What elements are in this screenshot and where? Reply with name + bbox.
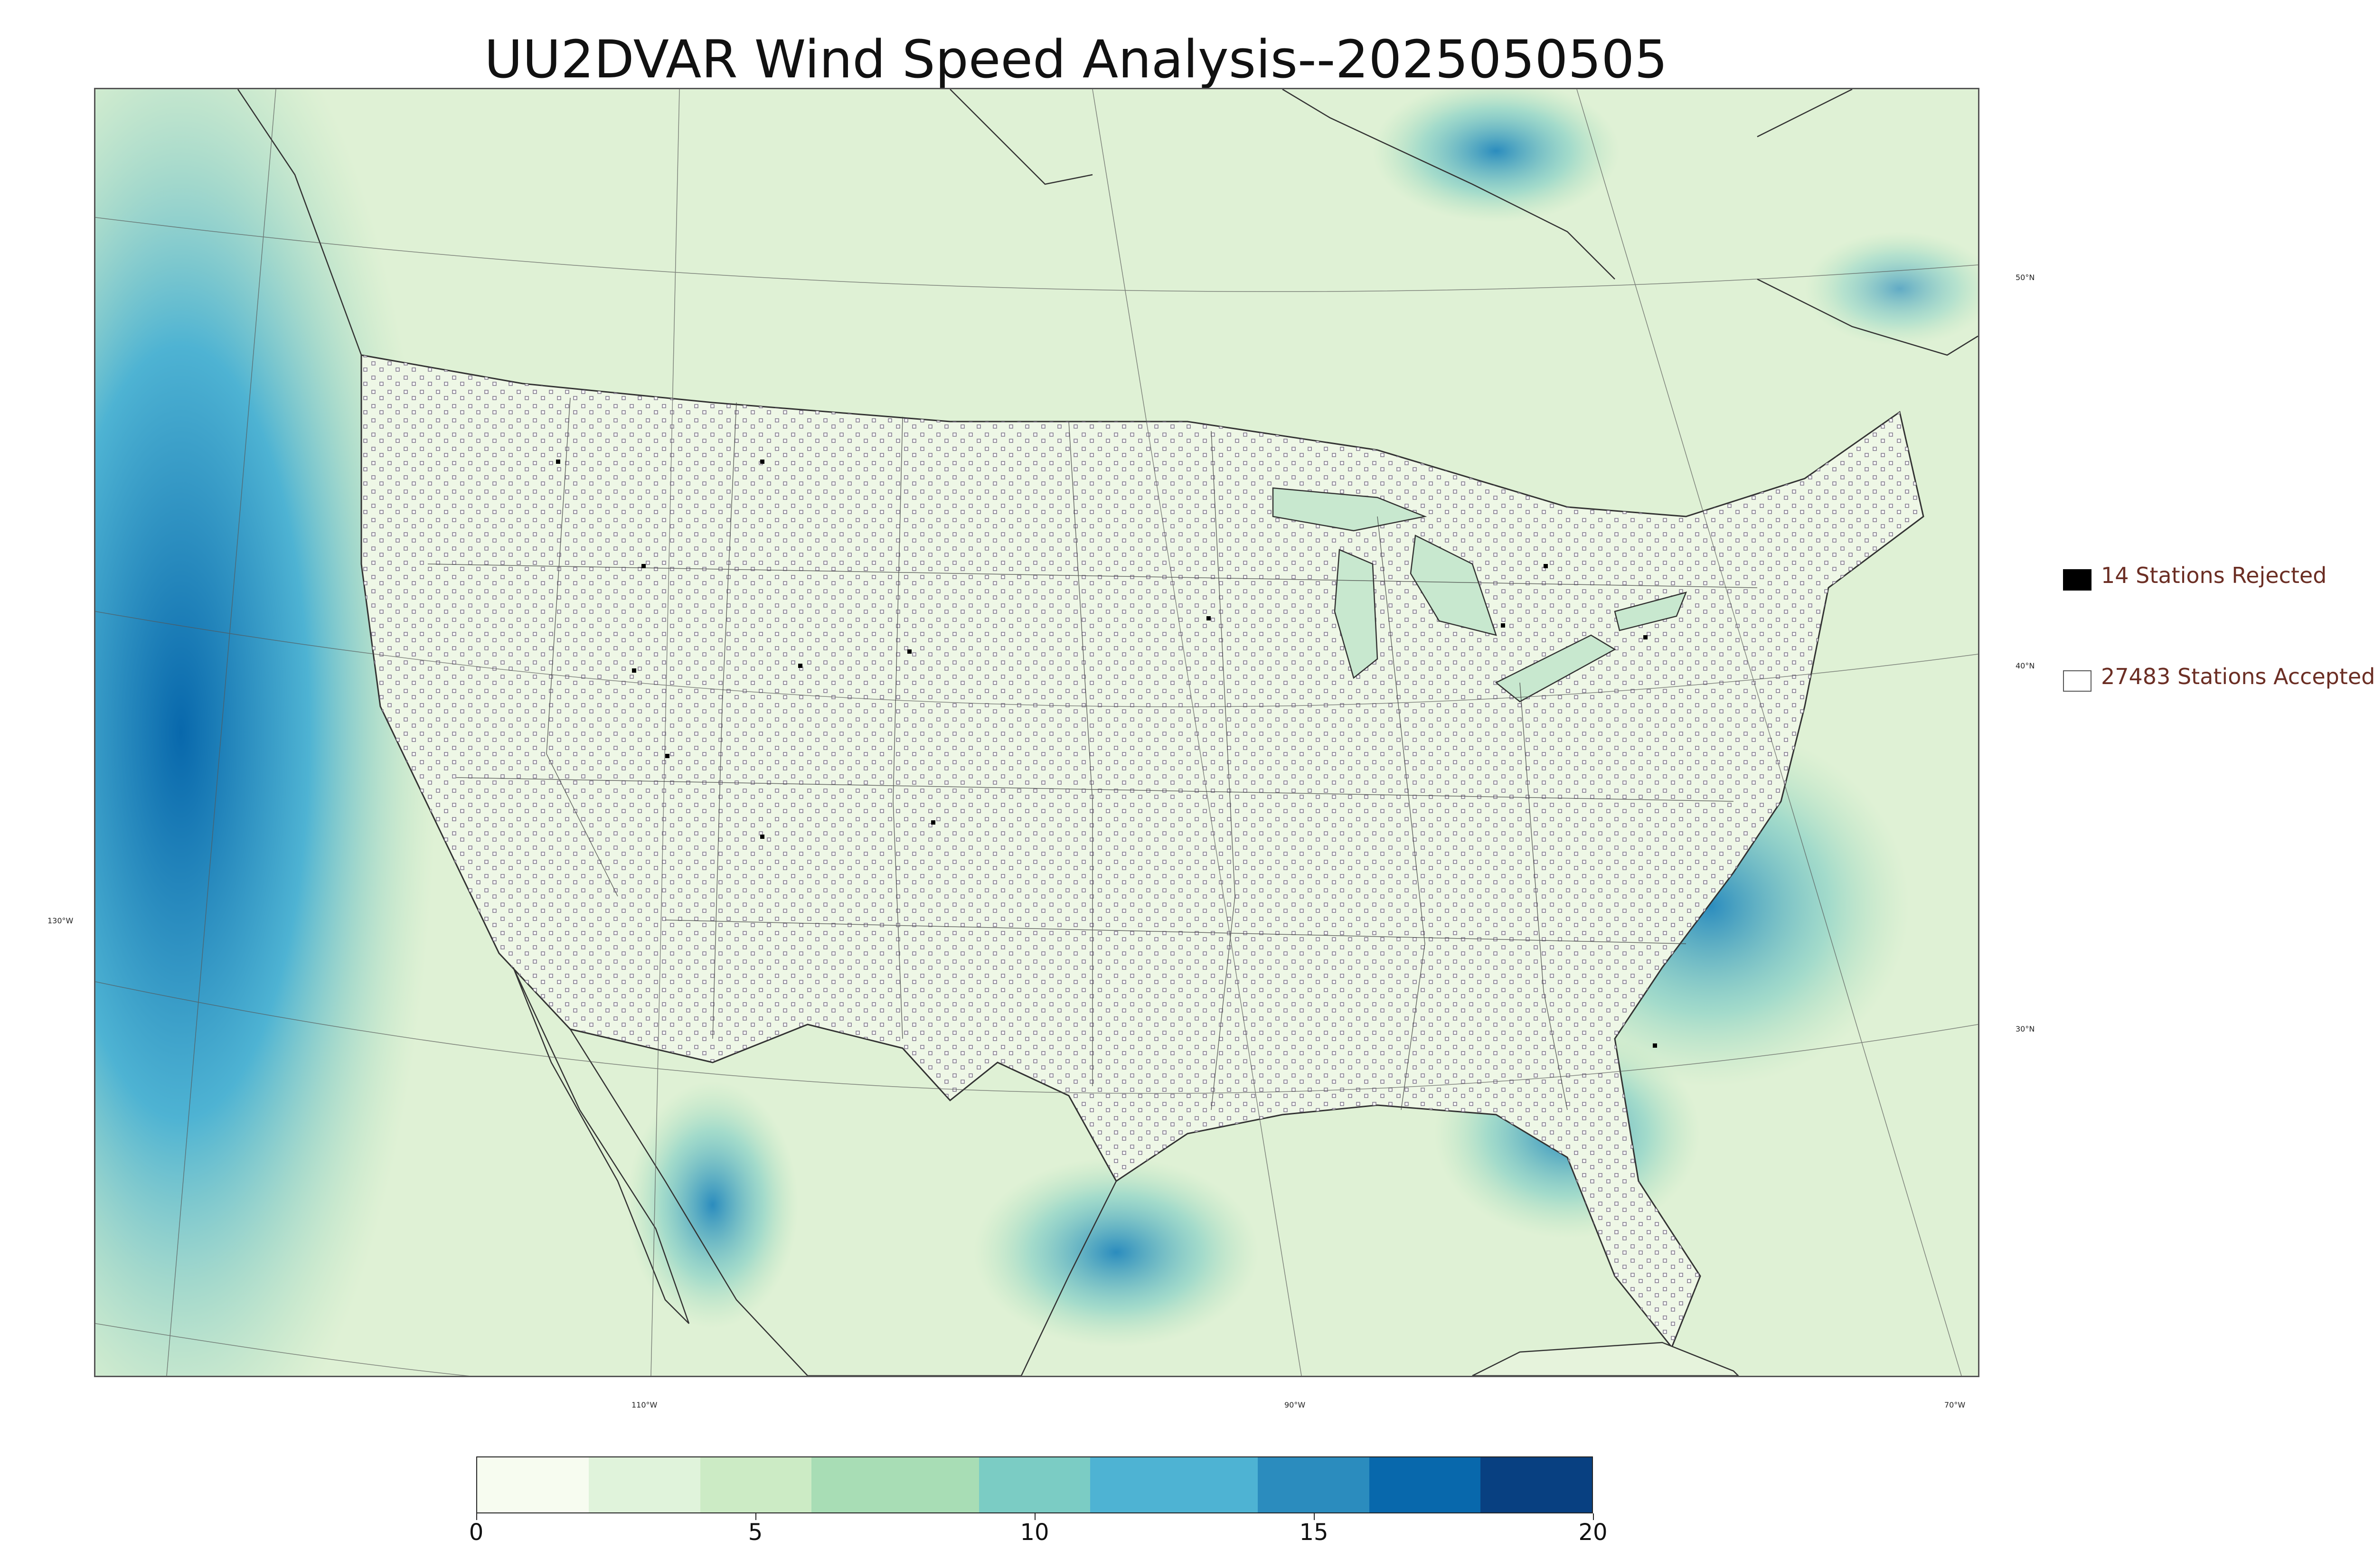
baja-high-wind [627, 1081, 798, 1328]
baja-peninsula [512, 967, 690, 1324]
colorbar-segment [923, 1457, 979, 1512]
lat-label-30: 30°N [2016, 1024, 2035, 1033]
wind-speed-colorbar [476, 1456, 1593, 1513]
mexico-landmass [569, 1023, 1117, 1376]
accepted-legend-swatch [2063, 670, 2091, 692]
rejected-legend-label: 14 Stations Rejected [2101, 563, 2327, 588]
colorbar-segment [1480, 1457, 1536, 1512]
maritime-high-wind [1805, 232, 1978, 346]
lon-label-130: 130°W [47, 916, 74, 925]
state-borders [427, 397, 1758, 1110]
colorbar-tick-label: 5 [748, 1519, 763, 1546]
colorbar-tick-mark [1035, 1513, 1036, 1520]
colorbar-tick-mark [1593, 1513, 1594, 1520]
canada-coastline [237, 89, 1978, 356]
colorbar-segment [1090, 1457, 1146, 1512]
rejected-station-markers [556, 460, 1657, 1048]
colorbar-segment [1313, 1457, 1369, 1512]
colorbar-segment [811, 1457, 867, 1512]
colorbar-tick-mark [1314, 1513, 1315, 1520]
lon-label-70: 70°W [1944, 1400, 1966, 1409]
colorbar-tick-mark [755, 1513, 756, 1520]
colorbar-tick-label: 15 [1299, 1519, 1328, 1546]
colorbar-segment [1202, 1457, 1258, 1512]
colorbar-segment [756, 1457, 812, 1512]
map-title: UU2DVAR Wind Speed Analysis--2025050505 [484, 29, 1668, 90]
colorbar-segment [1536, 1457, 1592, 1512]
lon-label-90: 90°W [1284, 1400, 1306, 1409]
accepted-legend-label: 27483 Stations Accepted [2101, 664, 2374, 689]
rejected-legend-swatch [2063, 569, 2091, 591]
gulf-high-wind [974, 1157, 1259, 1347]
colorbar-tick-label: 20 [1578, 1519, 1608, 1546]
map-canvas [95, 89, 1978, 1376]
lon-label-110: 110°W [631, 1400, 658, 1409]
accepted-station-markers [361, 355, 1923, 1347]
colorbar-tick-mark [476, 1513, 477, 1520]
hudson-bay-high-wind [1373, 89, 1620, 222]
colorbar-segment [1369, 1457, 1425, 1512]
colorbar-segment [1146, 1457, 1202, 1512]
colorbar-tick-label: 0 [469, 1519, 484, 1546]
colorbar-segment [867, 1457, 923, 1512]
colorbar-segment [979, 1457, 1035, 1512]
colorbar-segment [1035, 1457, 1091, 1512]
lat-label-40: 40°N [2016, 661, 2035, 670]
lat-label-50: 50°N [2016, 273, 2035, 282]
colorbar-segment [588, 1457, 645, 1512]
colorbar-segment [700, 1457, 756, 1512]
colorbar-segment [1257, 1457, 1314, 1512]
colorbar-segment [477, 1457, 533, 1512]
colorbar-segment [644, 1457, 700, 1512]
graticule [95, 89, 1978, 1376]
colorbar-segment [533, 1457, 589, 1512]
great-lakes [1272, 487, 1687, 703]
colorbar-segment [1424, 1457, 1481, 1512]
wind-speed-map [94, 88, 1979, 1377]
cuba-landmass [1472, 1342, 1739, 1376]
colorbar-tick-label: 10 [1020, 1519, 1049, 1546]
